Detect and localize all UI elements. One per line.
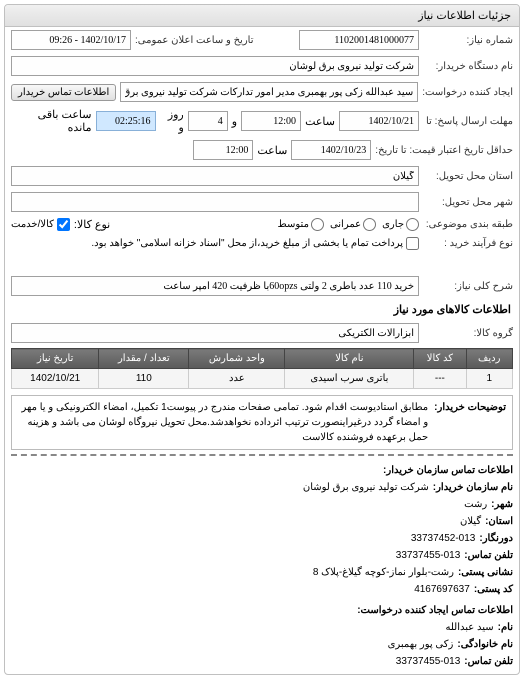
province-label: استان محل تحویل: — [423, 171, 513, 182]
buyer-org-label: نام دستگاه خریدار: — [423, 61, 513, 72]
announce-input[interactable] — [11, 30, 131, 50]
creator-label: ایجاد کننده درخواست: — [422, 87, 513, 98]
table-header: نام کالا — [285, 349, 414, 369]
desc-label: شرح کلی نیاز: — [423, 281, 513, 292]
deadline-offer-label: حداقل تاریخ اعتبار قیمت: تا تاریخ: — [375, 145, 513, 156]
contact-info-button[interactable]: اطلاعات تماس خریدار — [11, 84, 116, 101]
notes-text: مطابق استادیوست اقدام شود. تمامی صفحات م… — [18, 400, 428, 445]
contact-creator-title: اطلاعات تماس ایجاد کننده درخواست: — [357, 602, 513, 619]
date1-input[interactable] — [339, 111, 419, 131]
timer-display — [96, 111, 156, 131]
days-input[interactable] — [188, 111, 228, 131]
announce-label: تاریخ و ساعت اعلان عمومی: — [135, 35, 254, 46]
table-header: تعداد / مقدار — [99, 349, 189, 369]
buyer-org-input[interactable] — [11, 56, 419, 76]
details-panel: جزئیات اطلاعات نیاز شماره نیاز: تاریخ و … — [4, 4, 520, 675]
time2-input[interactable] — [193, 140, 253, 160]
item-type-label: نوع کالا: — [74, 218, 110, 231]
time-label-1: ساعت — [305, 115, 335, 128]
table-row[interactable]: 1---باتری سرب اسیدیعدد1101402/10/21 — [12, 369, 513, 389]
radio-current[interactable]: جاری — [382, 218, 419, 231]
deadline-recv-label: مهلت ارسال پاسخ: تا — [423, 116, 513, 127]
item-type-checkbox[interactable]: کالا/خدمت — [11, 218, 70, 231]
buyer-notes: توضیحات خریدار: مطابق استادیوست اقدام شو… — [11, 395, 513, 450]
panel-title: جزئیات اطلاعات نیاز — [5, 5, 519, 27]
item-group-input[interactable] — [11, 323, 419, 343]
contact-section: اطلاعات تماس سازمان خریدار: نام سازمان خ… — [11, 454, 513, 670]
items-table: ردیفکد کالانام کالاواحد شمارشتعداد / مقد… — [11, 348, 513, 389]
process-label: نوع فرآیند خرید : — [423, 238, 513, 249]
items-section-title: اطلاعات کالاهای مورد نیاز — [5, 299, 519, 320]
creator-input[interactable] — [120, 82, 418, 102]
contact-org-title: اطلاعات تماس سازمان خریدار: — [383, 462, 513, 479]
radio-capital[interactable]: عمرانی — [330, 218, 376, 231]
notes-label: توضیحات خریدار: — [434, 400, 506, 445]
table-header: ردیف — [466, 349, 512, 369]
day-suffix: روز و — [160, 108, 184, 134]
day-and: و — [232, 115, 237, 128]
province-input[interactable] — [11, 166, 419, 186]
budget-label: طبقه بندی موضوعی: — [423, 219, 513, 230]
budget-radio-group: جاری عمرانی متوسط — [278, 218, 419, 231]
request-no-label: شماره نیاز: — [423, 35, 513, 46]
time-label-2: ساعت — [257, 144, 287, 157]
request-no-input[interactable] — [299, 30, 419, 50]
date2-input[interactable] — [291, 140, 371, 160]
time1-input[interactable] — [241, 111, 301, 131]
table-header: تاریخ نیاز — [12, 349, 99, 369]
city-input[interactable] — [11, 192, 419, 212]
city-label: شهر محل تحویل: — [423, 197, 513, 208]
table-header: واحد شمارش — [189, 349, 285, 369]
item-group-label: گروه کالا: — [423, 328, 513, 339]
process-checkbox[interactable]: پرداخت تمام یا بخشی از مبلغ خرید،از محل … — [91, 237, 419, 250]
desc-input[interactable] — [11, 276, 419, 296]
radio-mixed[interactable]: متوسط — [278, 218, 324, 231]
table-header: کد کالا — [414, 349, 466, 369]
timer-suffix: ساعت باقی مانده — [11, 108, 92, 134]
